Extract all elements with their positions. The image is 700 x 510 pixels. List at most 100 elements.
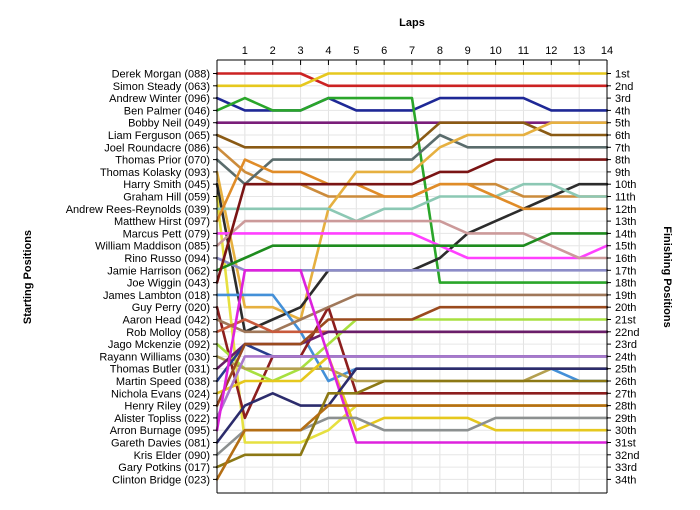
driver-label: Joel Roundacre (086) (104, 142, 210, 154)
driver-series-line (215, 404, 609, 481)
finishing-position-label: 26th (615, 376, 636, 388)
finishing-position-label: 34th (615, 474, 636, 486)
lap-tick-label: 8 (437, 45, 443, 57)
driver-label: James Lambton (018) (103, 290, 210, 302)
driver-series-line (215, 121, 609, 321)
finishing-position-label: 4th (615, 105, 630, 117)
finishing-position-label: 28th (615, 401, 636, 413)
lap-tick-label: 13 (573, 45, 585, 57)
driver-label: Andrew Winter (096) (109, 93, 210, 105)
finishing-position-label: 8th (615, 155, 630, 167)
driver-label: Matthew Hirst (097) (114, 216, 210, 228)
driver-series-line (215, 72, 609, 88)
finishing-position-label: 14th (615, 228, 636, 240)
lap-tick-label: 4 (325, 45, 331, 57)
driver-series-line (215, 268, 609, 444)
finishing-position-label: 5th (615, 118, 630, 130)
finishing-position-label: 24th (615, 351, 636, 363)
finishing-position-label: 2nd (615, 81, 633, 93)
finishing-position-label: 25th (615, 364, 636, 376)
finishing-position-label: 22nd (615, 327, 639, 339)
finishing-position-label: 12th (615, 204, 636, 216)
driver-series-line (215, 219, 609, 260)
finishing-position-label: 19th (615, 290, 636, 302)
finishing-position-label: 23rd (615, 339, 637, 351)
driver-series-line (215, 355, 609, 432)
finishing-position-label: 10th (615, 179, 636, 191)
driver-label: Rayann Williams (030) (99, 351, 210, 363)
lap-tick-label: 12 (545, 45, 557, 57)
series-layer (215, 72, 609, 481)
driver-series-line (215, 232, 609, 272)
finishing-position-label: 9th (615, 167, 630, 179)
driver-label: Guy Perry (020) (132, 302, 210, 314)
driver-series-line (215, 355, 609, 420)
driver-label: Joe Wiggin (043) (127, 278, 210, 290)
lap-tick-label: 7 (409, 45, 415, 57)
driver-label: Jago Mckenzie (092) (108, 339, 210, 351)
lap-tick-label: 10 (489, 45, 501, 57)
left-axis-title: Starting Positions (22, 230, 34, 324)
finishing-position-label: 17th (615, 265, 636, 277)
driver-label: Simon Steady (063) (113, 81, 210, 93)
finishing-position-label: 20th (615, 302, 636, 314)
driver-label: Jamie Harrison (062) (107, 265, 210, 277)
driver-label: Clinton Bridge (023) (112, 474, 210, 486)
driver-label: Bobby Neil (049) (128, 118, 210, 130)
driver-series-line (215, 379, 609, 469)
axes (216, 59, 608, 494)
finishing-position-label: 21st (615, 315, 636, 327)
driver-label: Arron Burnage (095) (110, 425, 210, 437)
driver-label: William Maddison (085) (95, 241, 210, 253)
finishing-position-label: 1st (615, 69, 630, 81)
driver-label: Andrew Rees-Reynolds (039) (66, 204, 210, 216)
lap-tick-label: 6 (381, 45, 387, 57)
driver-series-line (215, 158, 609, 284)
driver-label: Ben Palmer (046) (124, 105, 210, 117)
finishing-position-label: 6th (615, 130, 630, 142)
driver-label: Marcus Pett (079) (123, 228, 210, 240)
driver-series-line (215, 367, 609, 444)
driver-label: Rob Molloy (058) (126, 327, 210, 339)
x-axis-title: Laps (399, 17, 425, 29)
driver-label: Gary Potkins (017) (118, 462, 210, 474)
finishing-position-label: 16th (615, 253, 636, 265)
finishing-position-label: 31st (615, 438, 636, 450)
driver-label: Thomas Butler (031) (110, 364, 210, 376)
lap-tick-label: 9 (465, 45, 471, 57)
driver-label: Aaron Head (042) (123, 315, 210, 327)
lap-tick-label: 3 (298, 45, 304, 57)
finishing-position-label: 32nd (615, 450, 639, 462)
lap-tick-label: 2 (270, 45, 276, 57)
lap-tick-label: 11 (518, 45, 529, 57)
driver-series-line (215, 182, 609, 223)
finishing-position-label: 11th (615, 192, 636, 204)
driver-series-line (215, 121, 609, 149)
driver-series-line (215, 232, 609, 260)
driver-series-line (215, 96, 609, 284)
finishing-position-label: 33rd (615, 462, 637, 474)
driver-label: Graham Hill (059) (123, 192, 210, 204)
driver-label: Alister Topliss (022) (114, 413, 210, 425)
driver-label: Thomas Prior (070) (115, 155, 210, 167)
finishing-position-label: 3rd (615, 93, 631, 105)
finishing-position-label: 18th (615, 278, 636, 290)
driver-series-line (215, 158, 609, 223)
driver-series-line (215, 305, 609, 407)
driver-label: Kris Elder (090) (134, 450, 210, 462)
finishing-position-label: 13th (615, 216, 636, 228)
driver-label: Harry Smith (045) (123, 179, 210, 191)
driver-label: Gareth Davies (081) (111, 438, 210, 450)
finishing-position-label: 15th (615, 241, 636, 253)
finishing-position-label: 30th (615, 425, 636, 437)
driver-label: Derek Morgan (088) (112, 69, 210, 81)
driver-label: Henry Riley (029) (124, 401, 210, 413)
finishing-position-label: 7th (615, 142, 630, 154)
lap-tick-label: 14 (601, 45, 613, 57)
driver-label: Rino Russo (094) (124, 253, 210, 265)
finishing-position-label: 29th (615, 413, 636, 425)
driver-label: Thomas Kolasky (093) (100, 167, 210, 179)
driver-series-line (215, 133, 609, 186)
